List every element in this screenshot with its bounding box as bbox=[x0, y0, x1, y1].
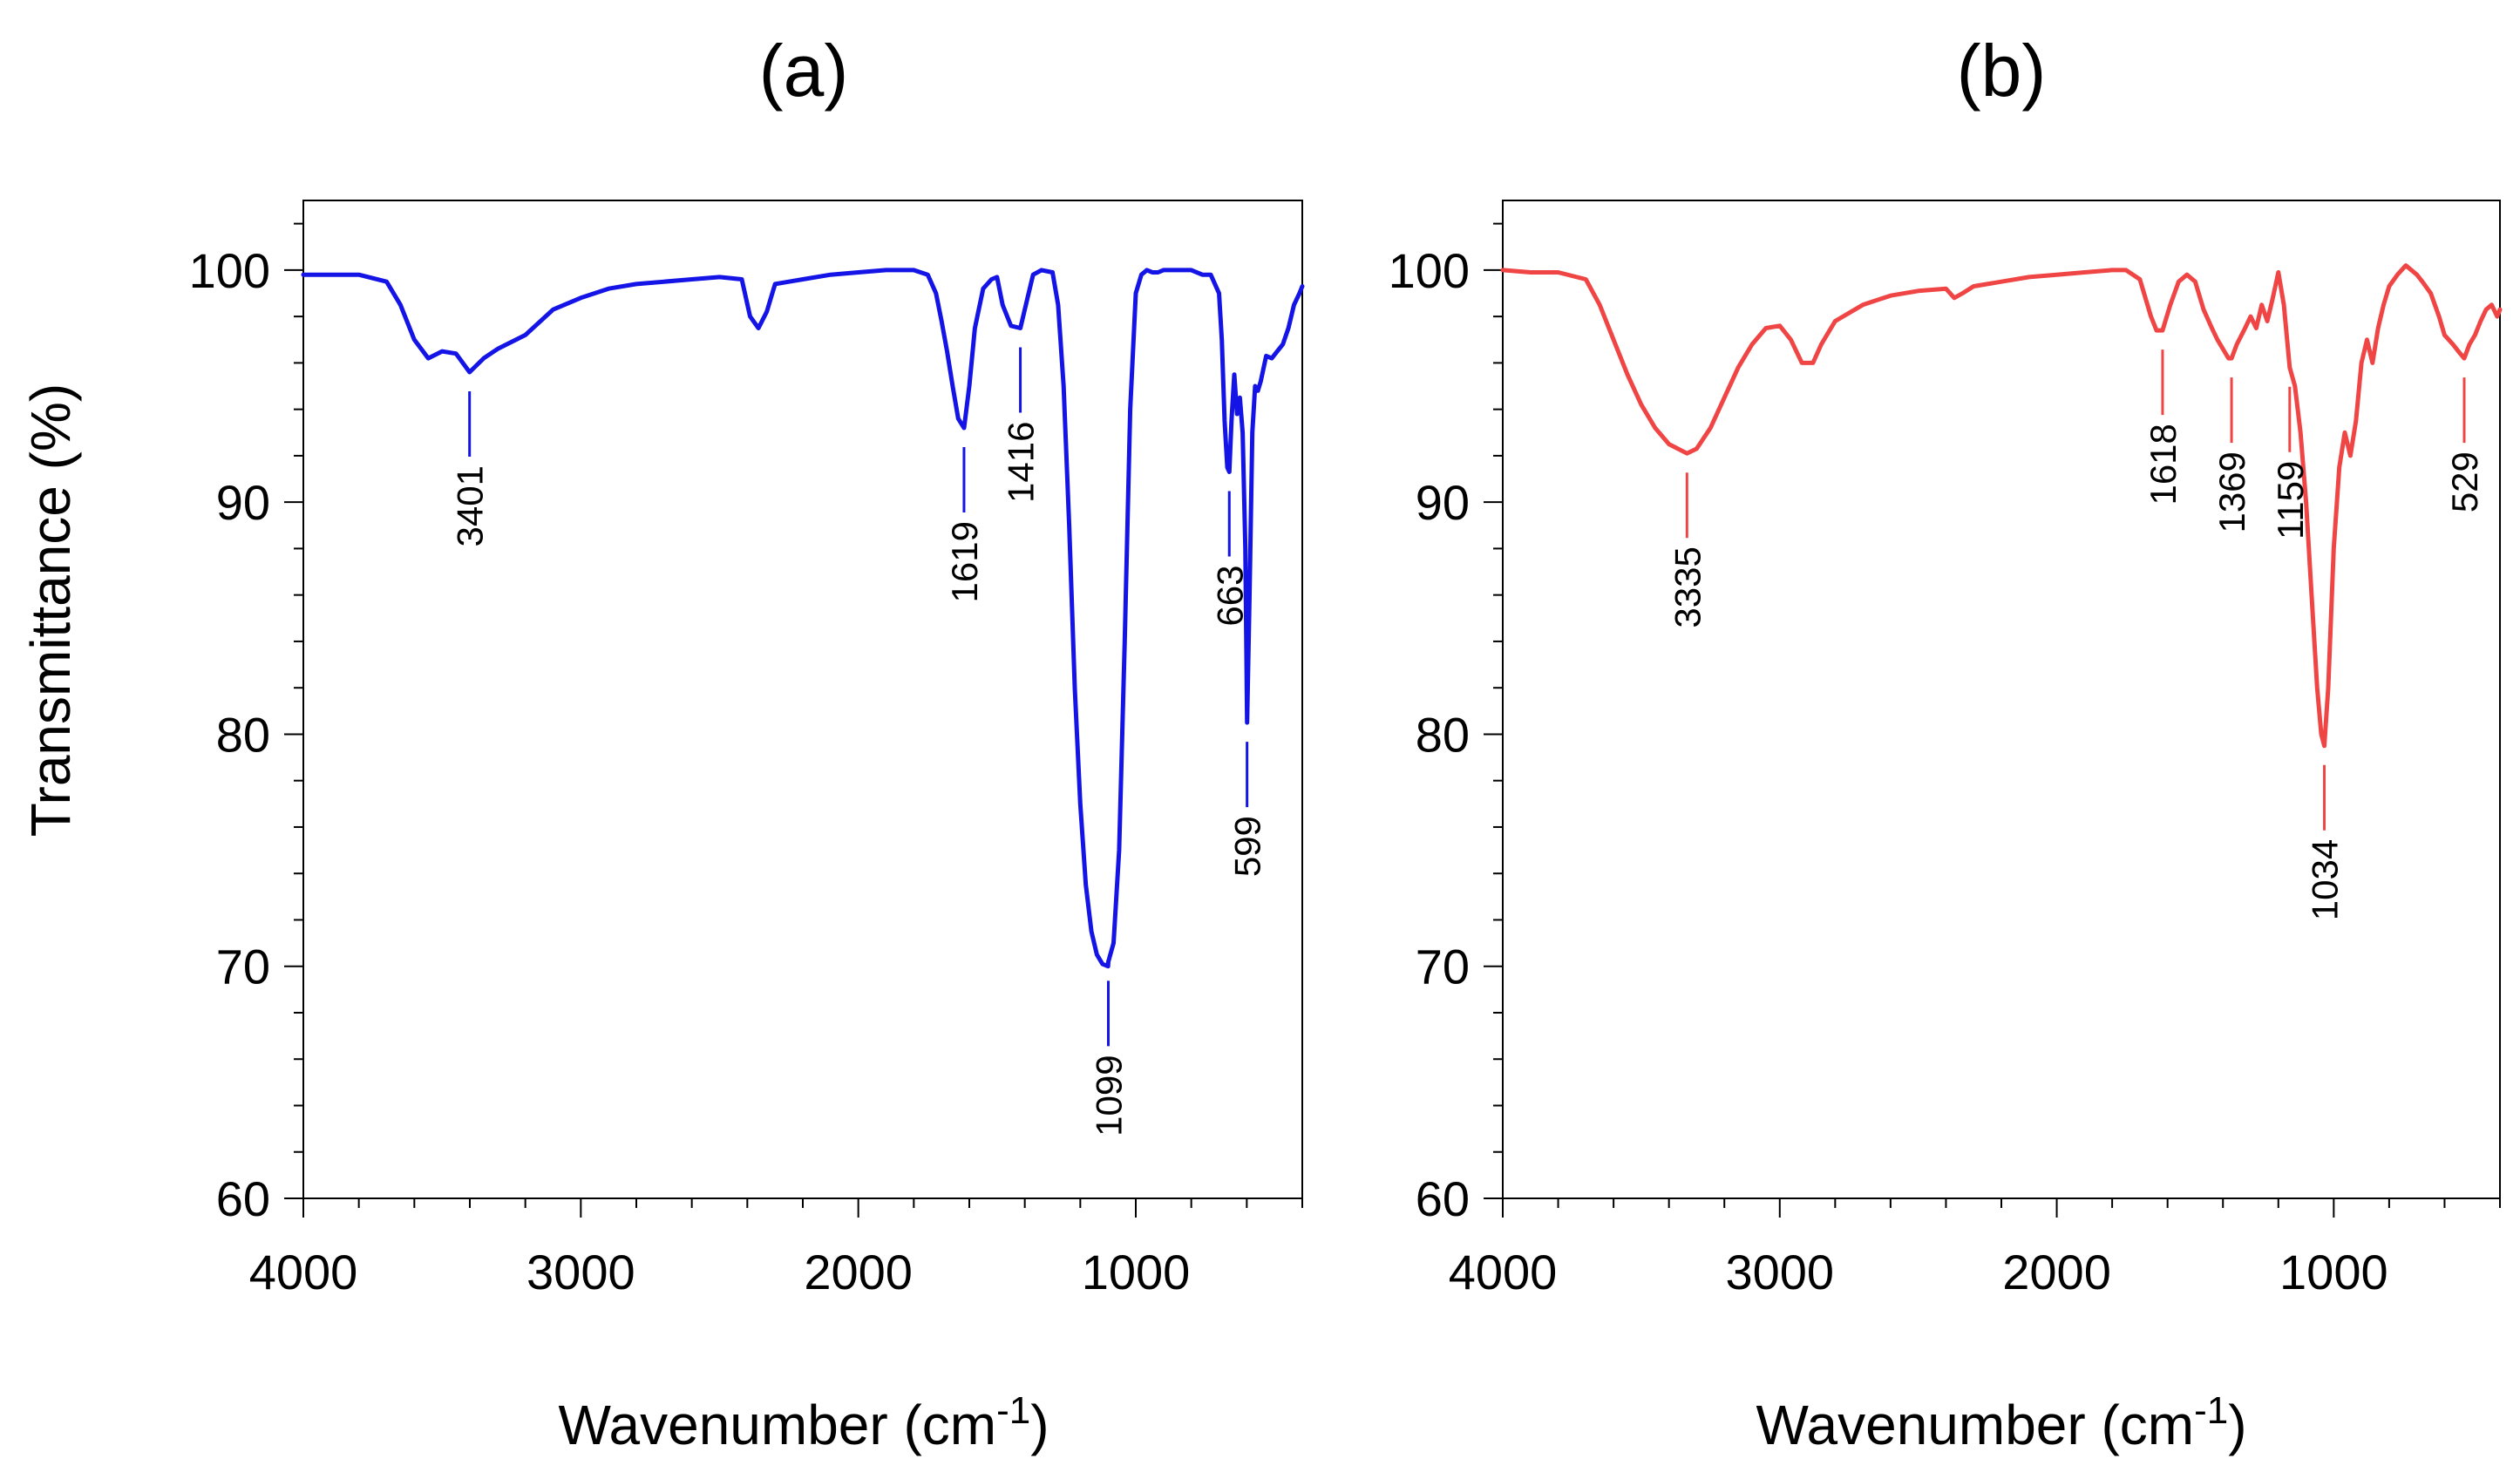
panel-b-peak-label-1159: 1159 bbox=[2270, 461, 2311, 539]
panel-b-x-axis-label-end: ) bbox=[2228, 1394, 2246, 1456]
panel-b-x-axis-label: Wavenumber (cm bbox=[1756, 1394, 2194, 1456]
panel-a-peak-label-3401: 3401 bbox=[450, 465, 491, 546]
panel-a-x-tick-label-3000: 3000 bbox=[526, 1245, 635, 1299]
panel-a-y-tick-label-80: 80 bbox=[216, 707, 270, 762]
panel-b-y-tick-label-100: 100 bbox=[1389, 243, 1470, 298]
panel-a-x-tick-label-4000: 4000 bbox=[249, 1245, 358, 1299]
panel-b-x-tick-label-4000: 4000 bbox=[1449, 1245, 1558, 1299]
panel-a-x-tick-label-1000: 1000 bbox=[1082, 1245, 1191, 1299]
panel-a-y-tick-label-90: 90 bbox=[216, 475, 270, 530]
panel-b-peak-label-1034: 1034 bbox=[2305, 839, 2346, 920]
panel-b-x-axis-title: Wavenumber (cm-1) bbox=[1756, 1389, 2246, 1456]
panel-b: (b) Wavenumber (cm-1) 60 70 80 90 100 4000 300… bbox=[1389, 30, 2503, 1456]
panel-a-peak-label-1416: 1416 bbox=[1001, 422, 1042, 503]
panel-a-peak-label-599: 599 bbox=[1227, 816, 1268, 877]
panel-a-peak-label-1619: 1619 bbox=[944, 521, 985, 602]
panel-a-peak-label-1099: 1099 bbox=[1089, 1055, 1130, 1136]
panel-a-y-tick-label-60: 60 bbox=[216, 1171, 270, 1226]
panel-a-y-axis-label: Transmittance (%) bbox=[19, 383, 82, 837]
panel-a-x-axis-label-end: ) bbox=[1030, 1394, 1049, 1456]
panel-a-y-tick-label-100: 100 bbox=[189, 243, 270, 298]
panel-b-y-tick-label-60: 60 bbox=[1416, 1171, 1470, 1226]
panel-a-y-axis-title: Transmittance (%) bbox=[19, 383, 82, 837]
panel-b-x-tick-label-1000: 1000 bbox=[2279, 1245, 2388, 1299]
panel-a-peak-label-663: 663 bbox=[1209, 566, 1250, 627]
panel-a-x-axis-label-superscript: -1 bbox=[996, 1389, 1030, 1432]
panel-b-spectrum-line bbox=[1500, 263, 2503, 749]
panel-b-label: (b) bbox=[1957, 30, 2047, 112]
panel-b-y-tick-label-80: 80 bbox=[1416, 707, 1470, 762]
panel-a-x-axis-label: Wavenumber (cm bbox=[558, 1394, 996, 1456]
panel-b-peak-label-1618: 1618 bbox=[2143, 424, 2184, 505]
panel-b-y-tick-label-70: 70 bbox=[1416, 940, 1470, 994]
panel-a-y-tick-label-70: 70 bbox=[216, 940, 270, 994]
panel-a-x-axis-title: Wavenumber (cm-1) bbox=[558, 1389, 1049, 1456]
panel-b-peak-label-3335: 3335 bbox=[1667, 546, 1708, 628]
panel-a: (a) Transmittance (%) Wavenumber (cm-1) … bbox=[19, 30, 1305, 1456]
panel-a-x-tick-label-2000: 2000 bbox=[804, 1245, 913, 1299]
panel-b-x-axis-label-superscript: -1 bbox=[2194, 1389, 2228, 1432]
panel-b-peak-label-529: 529 bbox=[2444, 451, 2485, 512]
panel-b-x-tick-label-3000: 3000 bbox=[1725, 1245, 1834, 1299]
panel-b-peak-label-1369: 1369 bbox=[2211, 451, 2252, 533]
panel-b-y-tick-label-90: 90 bbox=[1416, 475, 1470, 530]
panel-a-spectrum-line bbox=[301, 268, 1305, 969]
panel-a-label: (a) bbox=[759, 30, 849, 112]
panel-b-x-tick-label-2000: 2000 bbox=[2002, 1245, 2111, 1299]
